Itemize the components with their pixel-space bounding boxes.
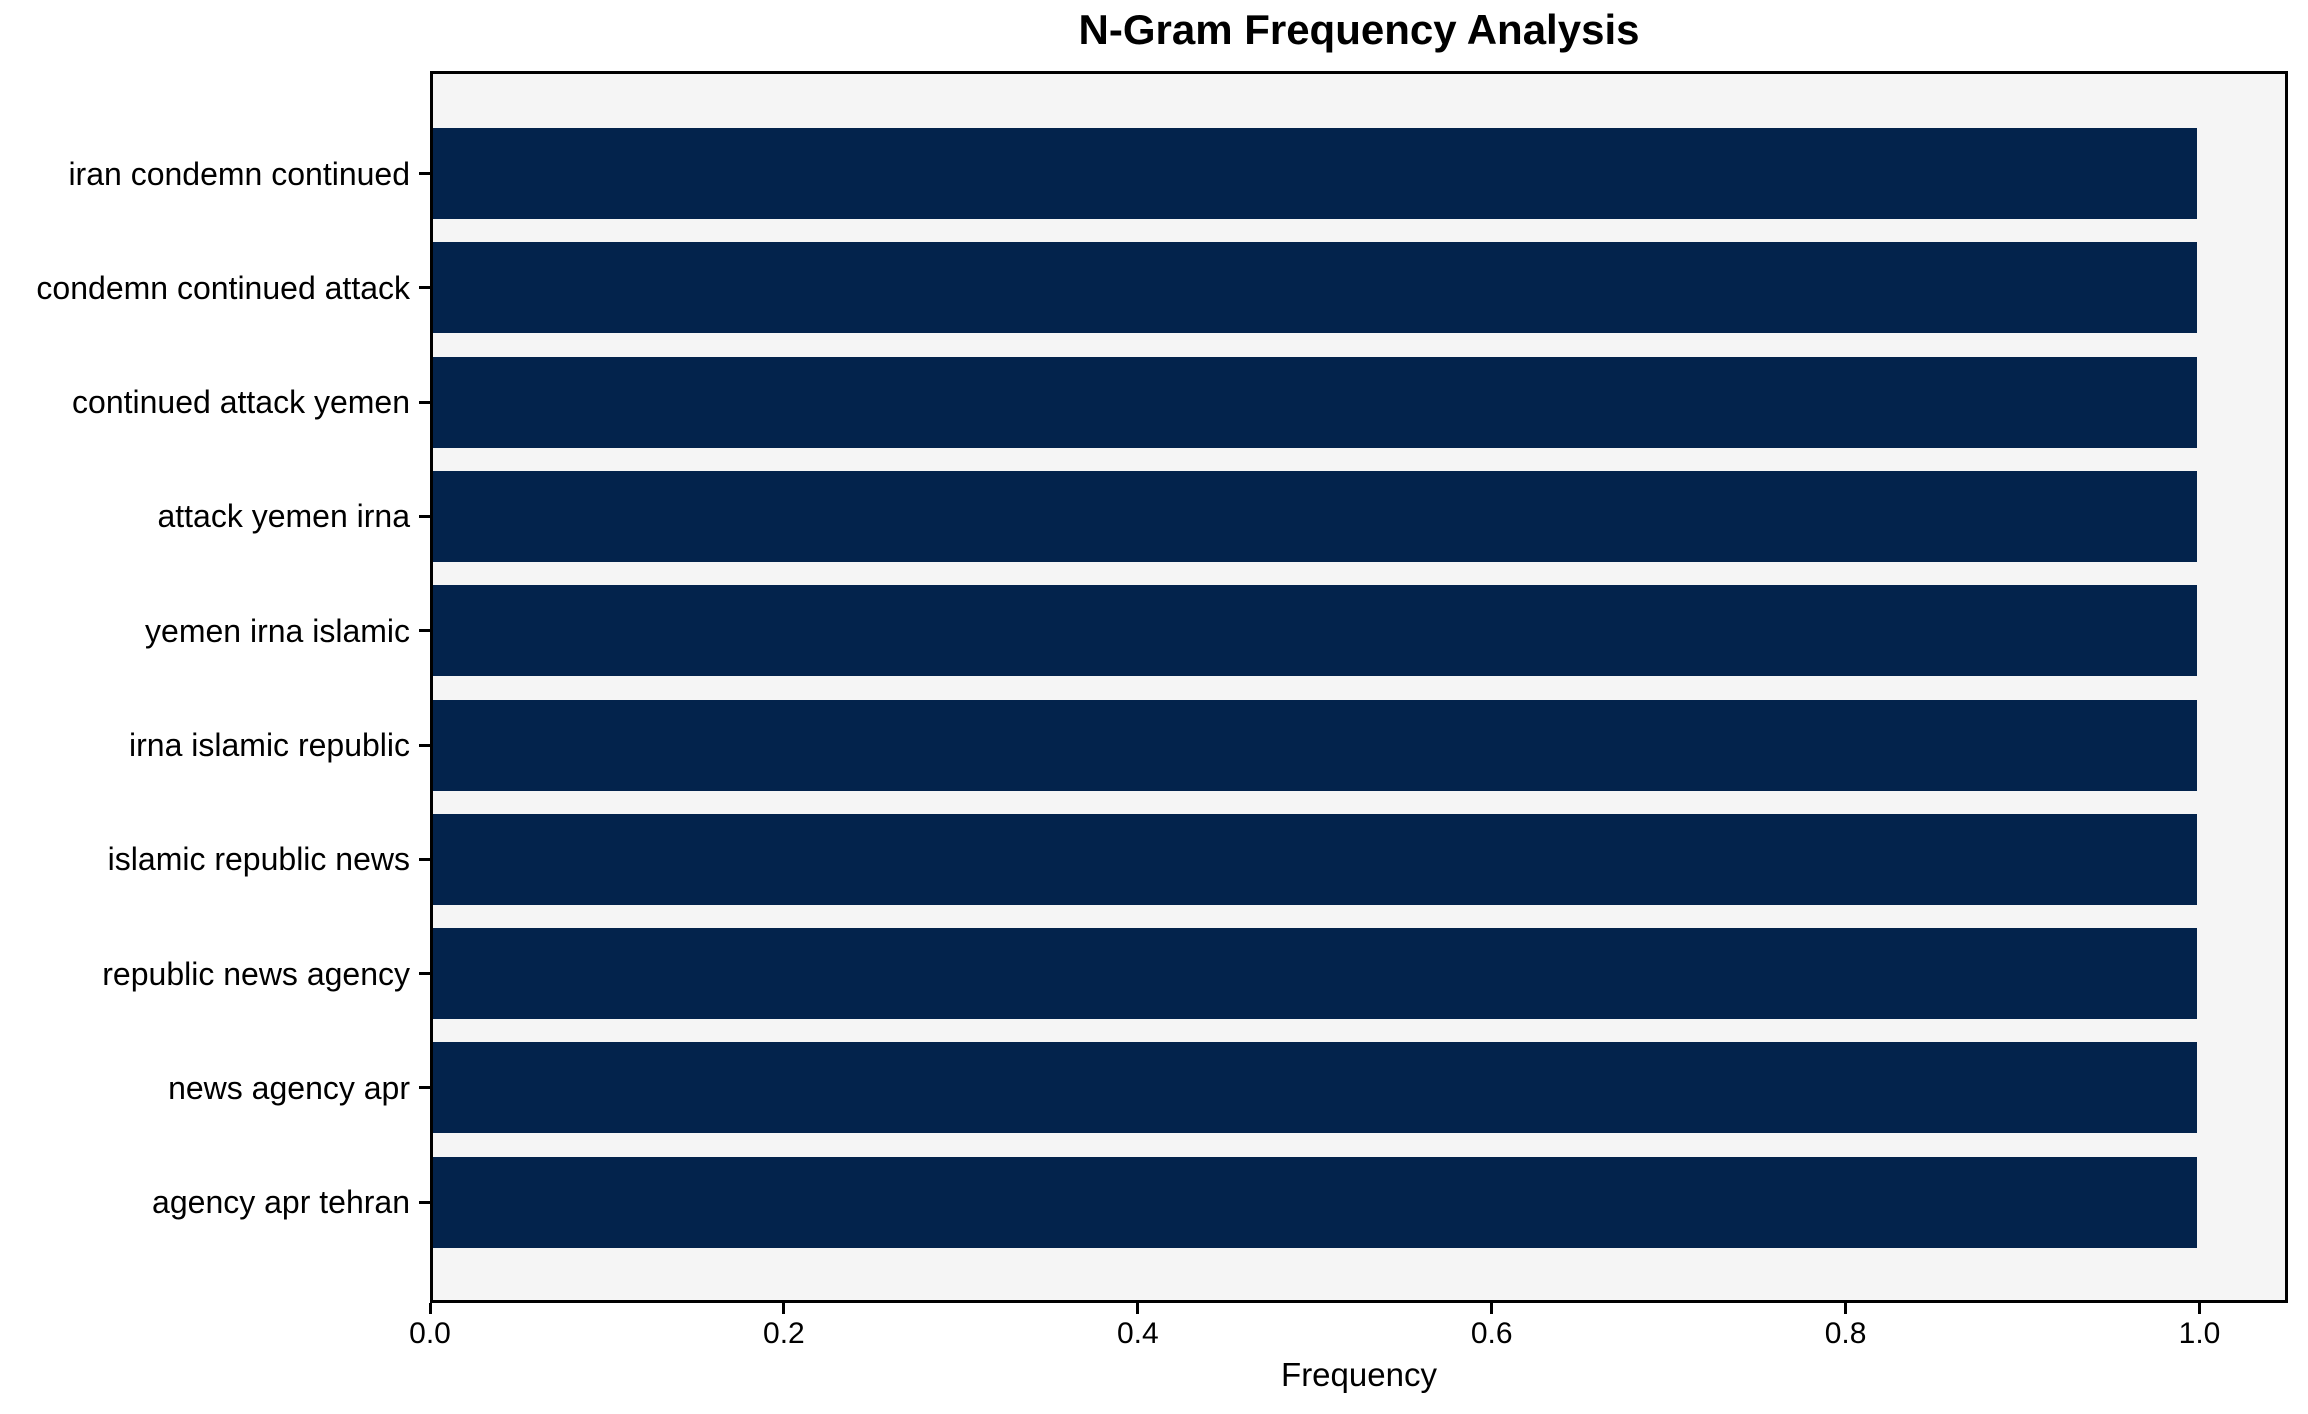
y-tick-label: republic news agency — [102, 955, 410, 992]
bar — [433, 242, 2197, 334]
chart-title: N-Gram Frequency Analysis — [1078, 6, 1640, 53]
y-tick-label: iran condemn continued — [68, 155, 410, 192]
x-axis-label: Frequency — [1281, 1356, 1437, 1393]
bar — [433, 813, 2197, 905]
bar — [433, 356, 2197, 448]
y-tick-mark — [419, 1200, 430, 1204]
x-tick-mark — [782, 1303, 786, 1314]
y-tick-mark — [419, 743, 430, 747]
x-tick-label: 0.8 — [1824, 1317, 1867, 1350]
y-tick-mark — [419, 629, 430, 633]
y-tick-mark — [419, 400, 430, 404]
bar — [433, 699, 2197, 791]
y-tick-label: attack yemen irna — [157, 498, 410, 535]
y-tick-label: continued attack yemen — [72, 384, 410, 421]
y-tick-mark — [419, 857, 430, 861]
y-tick-mark — [419, 286, 430, 290]
bar — [433, 928, 2197, 1020]
y-tick-mark — [419, 1086, 430, 1090]
plot-area — [430, 71, 2288, 1303]
y-tick-label: yemen irna islamic — [145, 612, 410, 649]
x-tick-label: 0.4 — [1116, 1317, 1159, 1350]
y-tick-label: news agency apr — [168, 1069, 410, 1106]
x-tick-mark — [1844, 1303, 1848, 1314]
y-tick-label: islamic republic news — [107, 841, 410, 878]
bar — [433, 585, 2197, 677]
bar — [433, 1156, 2197, 1248]
y-tick-mark — [419, 972, 430, 976]
y-tick-label: irna islamic republic — [129, 727, 410, 763]
x-tick-label: 0.2 — [763, 1317, 805, 1350]
x-tick-label: 1.0 — [2178, 1317, 2221, 1350]
bar — [433, 470, 2197, 562]
x-tick-label: 0.0 — [409, 1317, 451, 1350]
x-tick-mark — [2198, 1303, 2202, 1314]
y-tick-mark — [419, 514, 430, 518]
x-tick-mark — [428, 1303, 432, 1314]
x-tick-mark — [1490, 1303, 1494, 1314]
bar — [433, 1042, 2197, 1134]
y-tick-mark — [419, 172, 430, 175]
bar — [433, 128, 2197, 219]
y-tick-label: condemn continued attack — [36, 269, 410, 306]
x-tick-label: 0.6 — [1470, 1317, 1513, 1350]
y-tick-label: agency apr tehran — [152, 1184, 410, 1221]
x-tick-mark — [1136, 1303, 1140, 1314]
